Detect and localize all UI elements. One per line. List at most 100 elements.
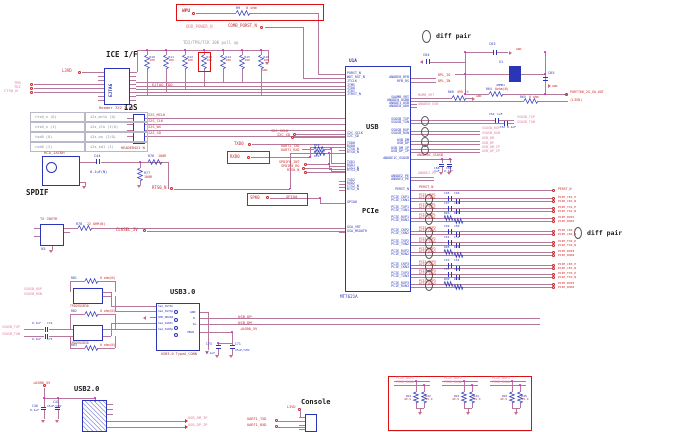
- resistor: [147, 158, 163, 166]
- wire: [127, 130, 133, 131]
- wire: [107, 414, 113, 415]
- port-circle: [77, 70, 81, 74]
- label-pcie-ck3-p: PCIE_CK3_P: [558, 262, 577, 267]
- junction-dot: [94, 397, 96, 399]
- wire: [174, 188, 290, 190]
- label-pcie-rxn3: PCIE_RXN3: [558, 284, 575, 289]
- wire: [270, 197, 320, 199]
- wire: [302, 153, 314, 154]
- wire: [339, 184, 345, 185]
- wire: [417, 152, 480, 153]
- port-circle: [304, 162, 307, 166]
- diffpair-ellipse: [420, 145, 429, 155]
- wire: [44, 398, 45, 407]
- diffpair-ellipse: [424, 248, 433, 259]
- wire: [411, 104, 417, 105]
- wire: [278, 420, 305, 422]
- port-circle: [552, 275, 555, 279]
- chip-pin-gsa-vrt: GSA_VRT: [347, 225, 361, 229]
- capacitor: [215, 347, 221, 349]
- wire: [417, 242, 553, 243]
- label-pcie-tx2-n: PCIE_TX2_N: [558, 242, 577, 247]
- label-ssusb-txp: SSUSB_TXP: [2, 324, 20, 329]
- label-pcie-txp1: PCIE_TXP1: [419, 202, 436, 207]
- wire: [490, 381, 526, 382]
- wire: [411, 159, 417, 160]
- wire: [411, 211, 417, 212]
- chip-pin-i2c-sd: I2C_SD: [347, 134, 359, 138]
- resistor: [460, 391, 468, 404]
- label-22-ohm-n: 22 OHM(N): [87, 221, 106, 226]
- wire: [261, 50, 262, 55]
- label-r10: R10: [149, 54, 155, 59]
- resistor: [235, 9, 251, 17]
- label-r18: R18: [314, 143, 320, 147]
- label-pcie-rxn2: PCIE_RXN2: [444, 380, 462, 384]
- wire: [331, 168, 332, 171]
- port-circle: [552, 263, 555, 267]
- gnd-symbol: [49, 250, 53, 253]
- wire: [130, 80, 136, 81]
- junction-dot: [217, 342, 219, 344]
- label-usb3-0: USB3.0: [170, 288, 196, 296]
- chip-pin-pcie-rxn2: PCIE_RXN2: [391, 252, 409, 256]
- capacitor: [458, 242, 460, 248]
- wire: [339, 232, 345, 233]
- port-circle: [552, 188, 555, 192]
- label-u1a: U1A: [349, 58, 357, 64]
- chip-pin-rxd1: RXD1: [347, 163, 355, 167]
- junction-dot: [464, 73, 466, 75]
- wire: [417, 98, 452, 99]
- wire: [417, 123, 505, 124]
- label-i2s-ws: I2S_WS: [148, 125, 161, 129]
- table-cell: i2s_clk (I/O): [85, 122, 148, 132]
- usb2-connector-body: [82, 400, 107, 432]
- resistor: [136, 167, 144, 182]
- chip-pin-rfb-rs: RFB_RS: [397, 79, 409, 83]
- label-ssa-sstxp: SsA_SSTXp: [158, 308, 174, 313]
- label-tx-cnvtr: TX CNVTR: [40, 216, 58, 221]
- capacitor: [44, 333, 46, 339]
- port-circle: [552, 266, 555, 270]
- resistor: [313, 149, 326, 157]
- wire: [208, 312, 209, 350]
- wire: [442, 159, 443, 163]
- wire: [44, 409, 45, 419]
- capacitor: [428, 59, 430, 65]
- wire: [115, 311, 150, 312]
- annotation-box: [198, 52, 211, 72]
- label-49-9: 49.9: [404, 397, 411, 402]
- label-pcie-rxp2: PCIE_RXP2: [558, 249, 575, 254]
- wire: [521, 74, 545, 75]
- junction-dot: [241, 49, 243, 51]
- wire: [232, 348, 233, 355]
- chip-pin-pcie-txp2: PCIE_TXP2: [391, 239, 409, 243]
- label-c47: C47: [444, 201, 450, 205]
- label-1uf: 1uF: [434, 169, 440, 174]
- label-r65: R65: [520, 94, 526, 99]
- label-c68: C68: [434, 165, 440, 170]
- port-circle: [552, 250, 555, 254]
- label-pcie-txn1: PCIE_TXN1: [419, 206, 436, 211]
- label-ssa-ssrxp: SsA_SSRXp: [158, 326, 174, 331]
- wire: [508, 123, 514, 124]
- label-r9: R9: [236, 5, 241, 10]
- wire: [417, 201, 553, 202]
- label-uart1-txd: UART1_TXD: [247, 416, 267, 421]
- resistor: [84, 277, 99, 285]
- wire: [339, 147, 345, 148]
- component-outline: [156, 303, 200, 351]
- chip-pin-rts2-n: RTS2_N: [347, 187, 359, 191]
- label-pcie-rxn3: PCIE_RXN3: [492, 380, 510, 384]
- capacitor: [229, 345, 235, 346]
- capacitor: [495, 117, 496, 123]
- label-pcie-ck3-n: PCIE_CK3_N: [558, 265, 577, 270]
- wire: [70, 228, 78, 229]
- wire: [98, 80, 104, 81]
- label-15uf-10v: 15uF/10V: [47, 403, 62, 408]
- label-spdif0-int: SPDIF0_INT: [279, 159, 300, 164]
- capacitor: [44, 326, 46, 332]
- chip-pin-ssusb-txp: SSUSB_TXP: [391, 117, 409, 121]
- resistor: [451, 94, 467, 102]
- wire: [52, 246, 53, 250]
